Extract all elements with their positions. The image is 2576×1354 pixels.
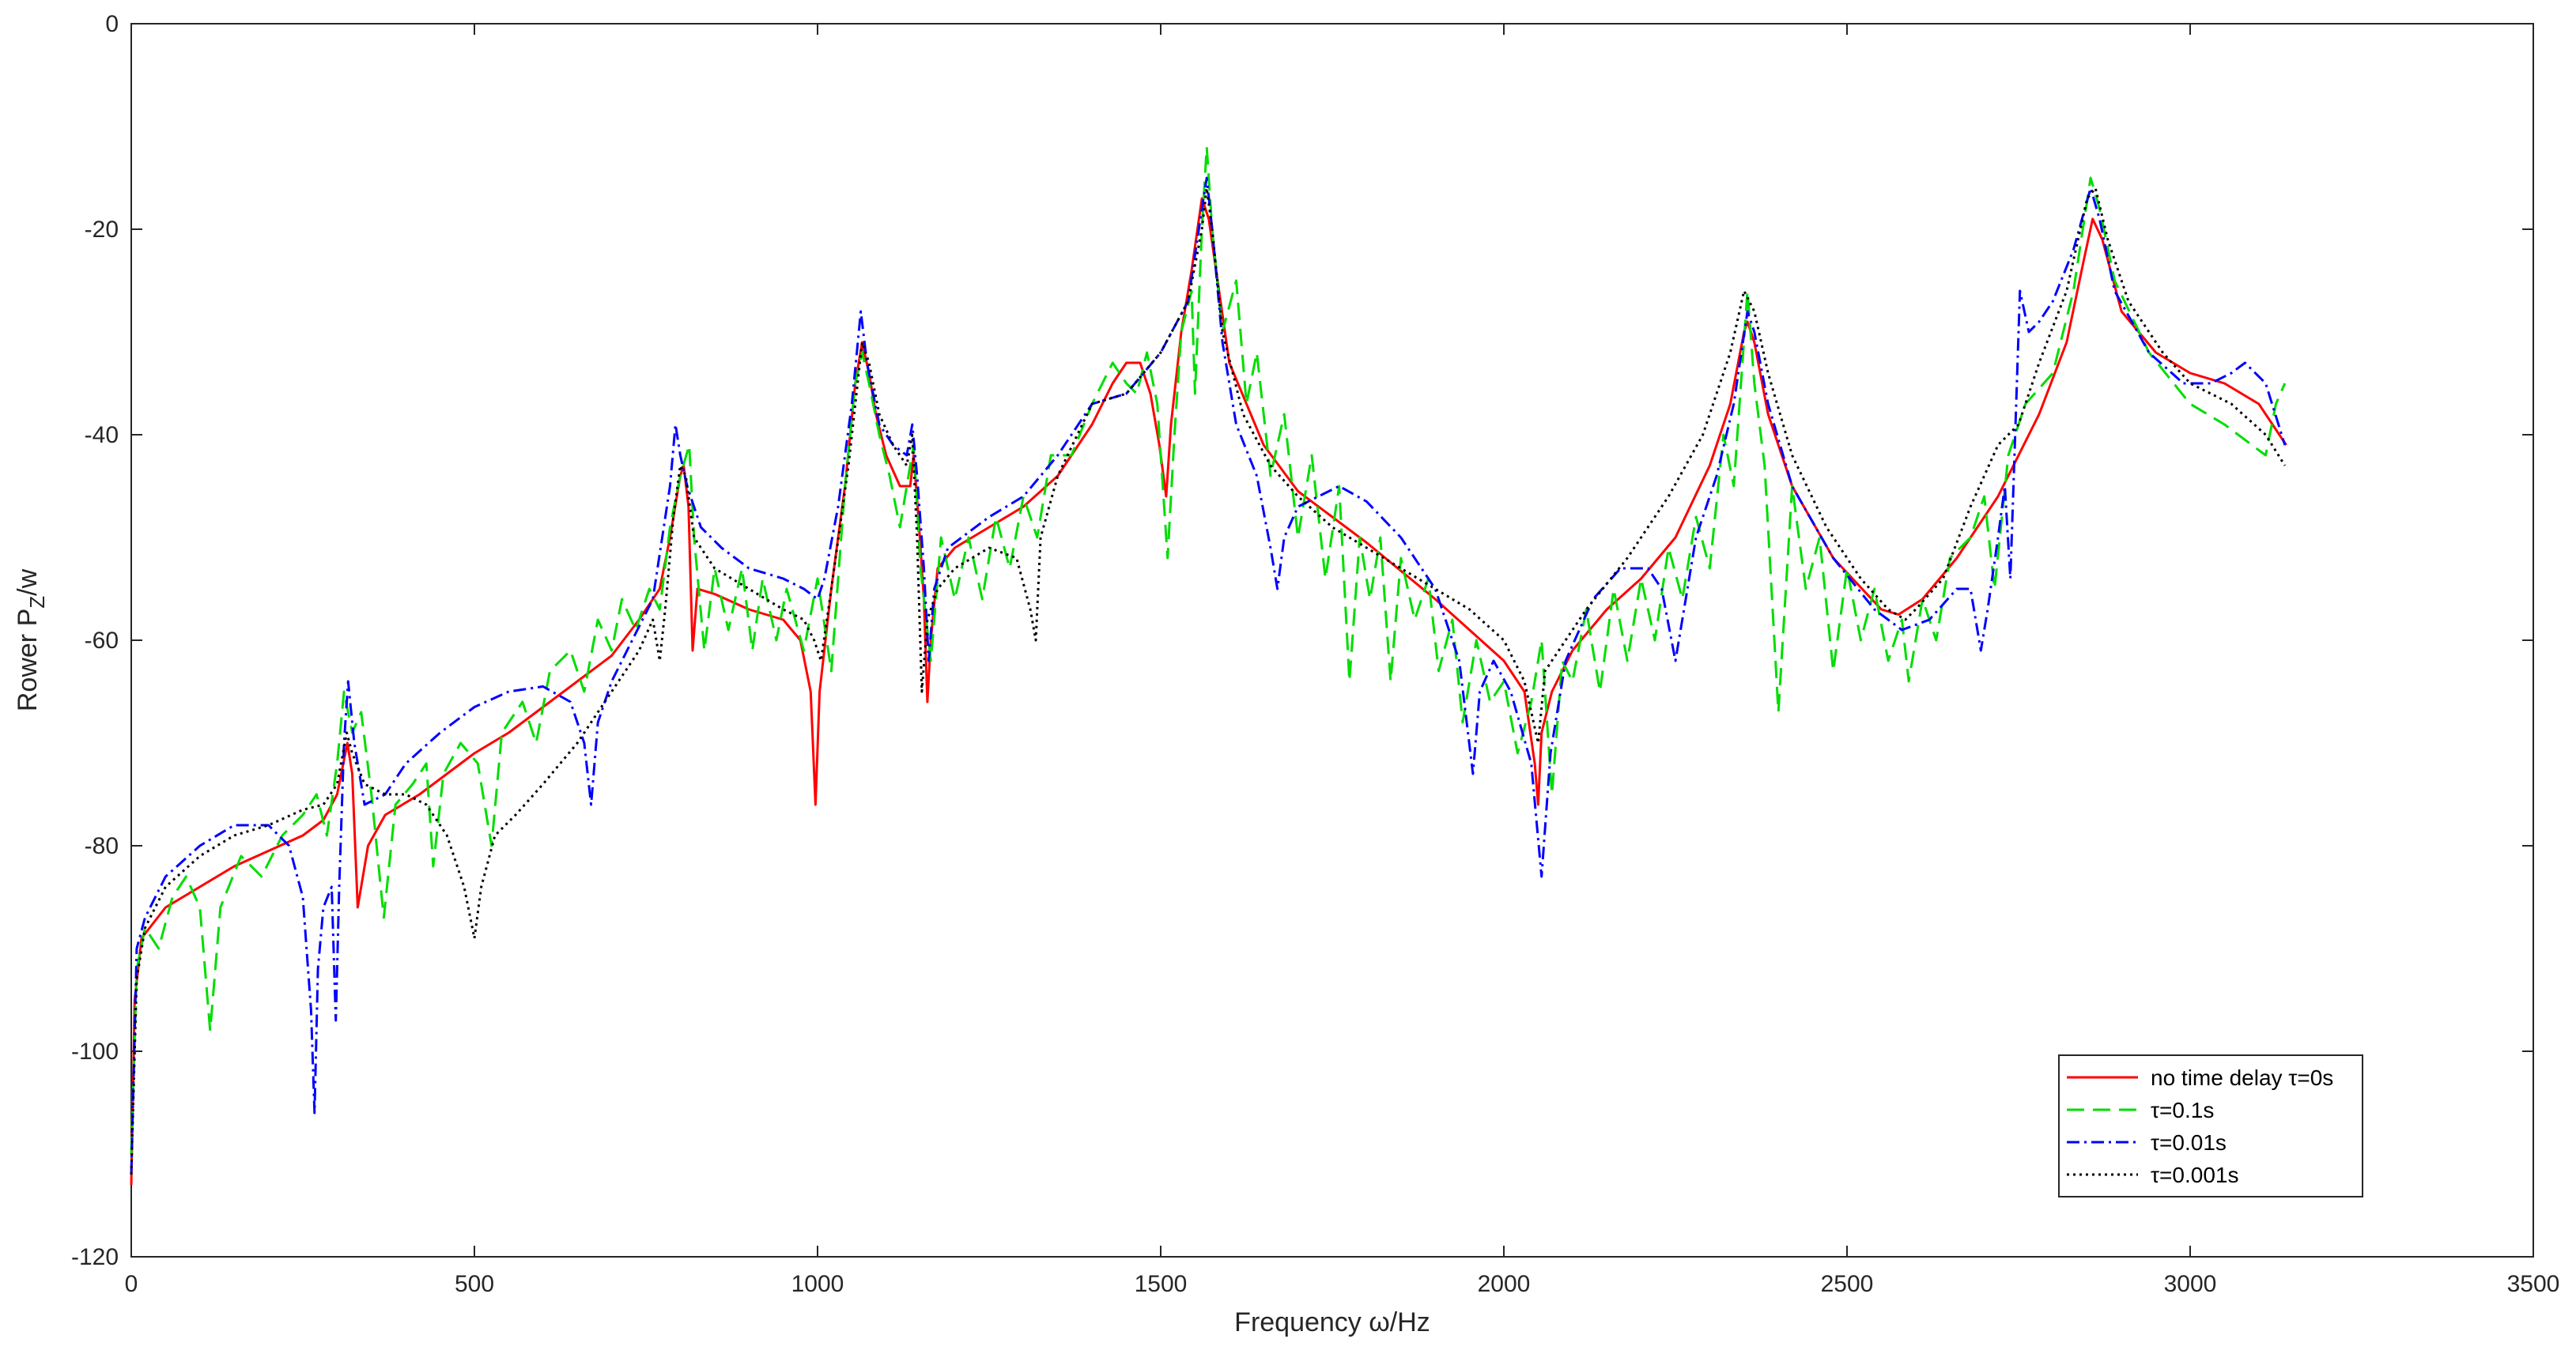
y-tick-label: 0 [105, 11, 119, 37]
y-axis-title-prefix: Rower P [13, 609, 43, 711]
x-tick-label: 0 [125, 1271, 138, 1297]
x-tick-label: 2500 [1821, 1271, 1874, 1297]
y-axis-title-suffix: /w [13, 568, 43, 595]
x-axis-title: Frequency ω/Hz [1234, 1307, 1430, 1337]
y-tick-label: -60 [85, 628, 119, 654]
series-line-1 [130, 145, 2287, 1155]
legend-box [2058, 1054, 2363, 1197]
x-tick-label: 3000 [2164, 1271, 2217, 1297]
y-axis-title-subscript: Z [25, 596, 49, 609]
series-layer [130, 145, 2287, 1186]
legend-label-3: τ=0.001s [2151, 1163, 2238, 1187]
y-tick-label: -120 [71, 1244, 119, 1270]
y-tick-label: -80 [85, 833, 119, 859]
y-axis-title: Rower PZ/w [13, 568, 49, 711]
y-tick-label: -20 [85, 217, 119, 243]
x-tick-label: 500 [455, 1271, 494, 1297]
x-tick-label: 1500 [1135, 1271, 1188, 1297]
plot-area [130, 23, 2534, 1258]
series-line-0 [130, 197, 2287, 1186]
y-tick-label: -100 [71, 1039, 119, 1065]
tick-layer: 0 500 1000 1500 2000 2500 3000 3500 -120 -100 -80 -… [71, 11, 2559, 1297]
x-tick-label: 2000 [1478, 1271, 1531, 1297]
x-tick-label: 1000 [791, 1271, 844, 1297]
legend-label-2: τ=0.01s [2151, 1130, 2227, 1155]
legend-label-0: no time delay τ=0s [2151, 1065, 2333, 1090]
legend-label-1: τ=0.1s [2151, 1098, 2214, 1122]
series-line-2 [130, 176, 2287, 1175]
y-tick-label: -40 [85, 422, 119, 448]
x-tick-label: 3500 [2507, 1271, 2560, 1297]
legend: no time delay τ=0s τ=0.1s τ=0.01s τ=0.001s [2058, 1054, 2363, 1197]
